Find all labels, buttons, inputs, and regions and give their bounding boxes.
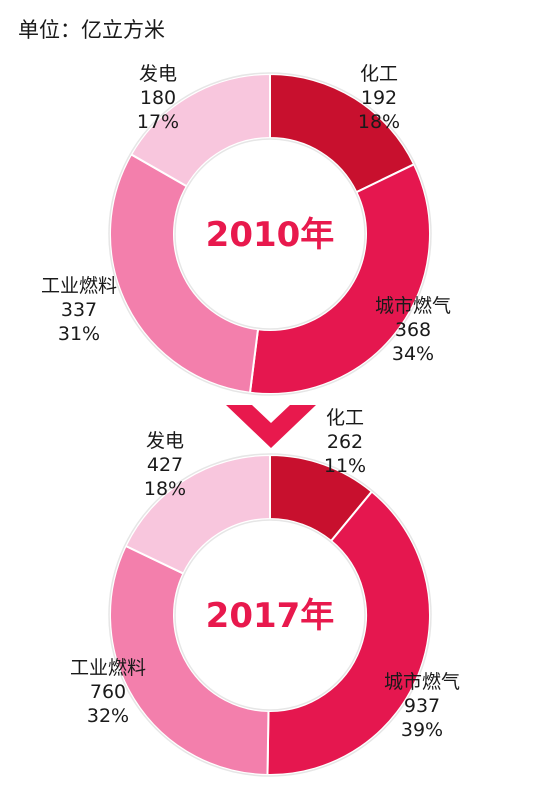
- donut-chart-2010: 2010年 化工 192 18% 城市燃气 368 34% 工业燃料 337 31% 发电 180 17…: [41, 63, 451, 396]
- donut-chart-2017: 2017年 化工 262 11% 城市燃气 937 39% 工业燃料 760 32% 发电 427 18…: [70, 407, 460, 777]
- donut-center-hole: [174, 519, 366, 711]
- data-label-industrial-fuel: 工业燃料 760 32%: [70, 657, 146, 727]
- data-label-industrial-fuel: 工业燃料 337 31%: [41, 275, 117, 345]
- donut-center-label: 2017年: [206, 596, 335, 636]
- donut-center-hole: [174, 138, 366, 330]
- donut-slice-city-gas: [266, 490, 431, 776]
- data-label-city-gas: 城市燃气 937 39%: [384, 671, 460, 741]
- donut-outer-ring: [108, 453, 432, 777]
- data-label-chemical: 化工 262 11%: [324, 407, 366, 477]
- unit-label: 单位：亿立方米: [18, 18, 165, 42]
- data-label-chemical: 化工 192 18%: [358, 63, 400, 133]
- donut-slice-power: [124, 453, 271, 575]
- data-label-power: 发电 427 18%: [144, 430, 186, 500]
- donut-slice-power: [129, 72, 271, 188]
- donut-slice-industrial-fuel: [109, 544, 270, 776]
- down-arrow-icon: [226, 405, 316, 448]
- donut-outer-ring: [108, 72, 432, 396]
- donut-slice-industrial-fuel: [109, 153, 260, 394]
- donut-center-label: 2010年: [206, 215, 335, 255]
- data-label-power: 发电 180 17%: [137, 63, 179, 133]
- data-label-city-gas: 城市燃气 368 34%: [375, 295, 451, 365]
- donut-slice-city-gas: [248, 162, 431, 395]
